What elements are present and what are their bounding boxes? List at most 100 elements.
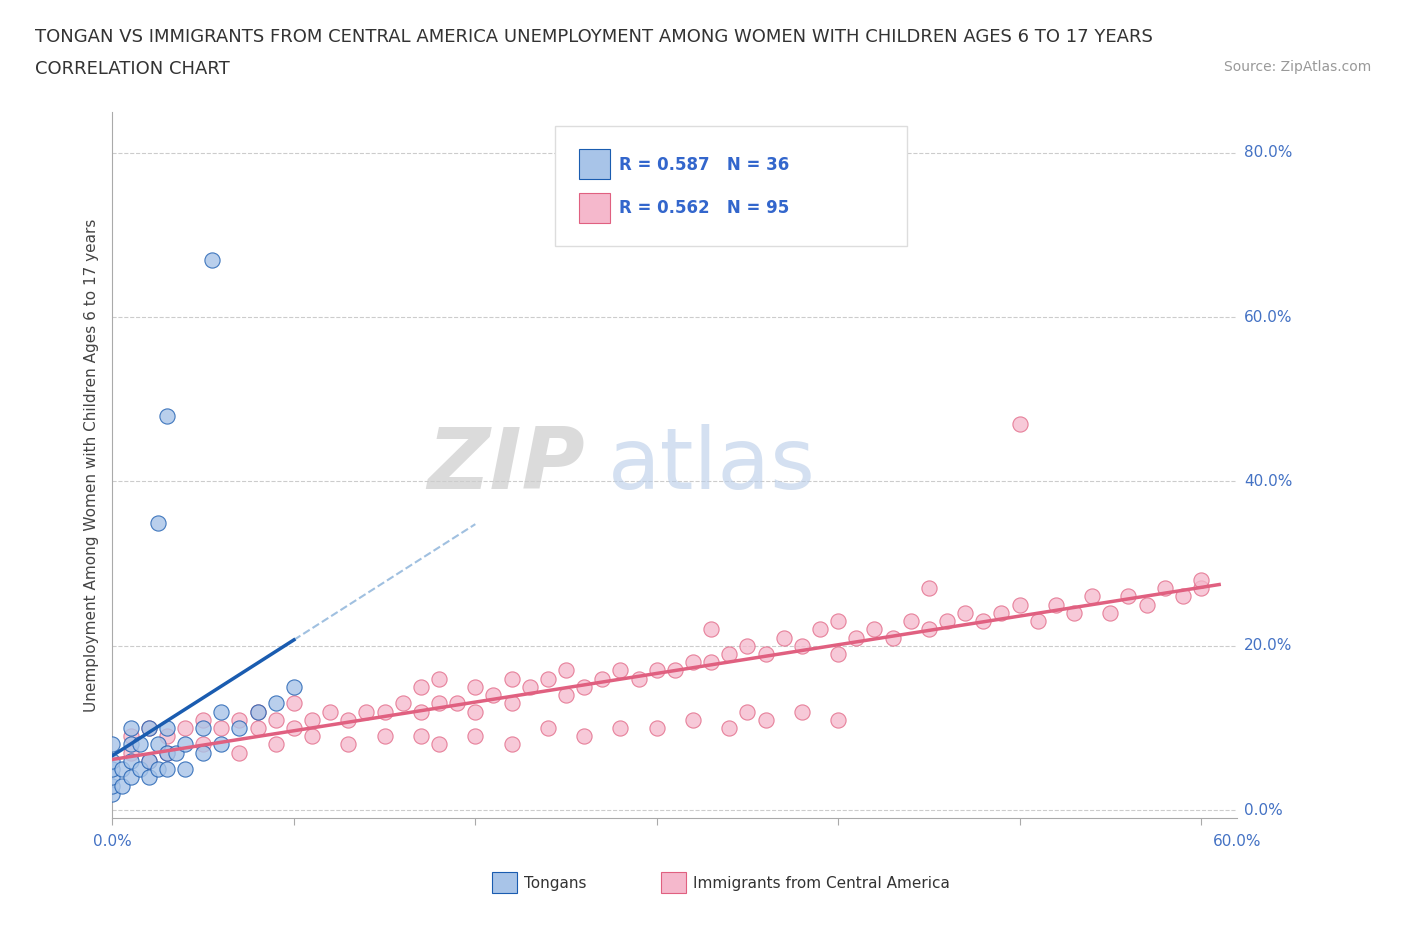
Point xyxy=(718,721,741,736)
Point xyxy=(1008,417,1031,432)
Point xyxy=(156,721,179,736)
Point xyxy=(1153,581,1175,596)
Point xyxy=(138,753,160,768)
Point xyxy=(409,680,432,695)
Point xyxy=(209,737,232,751)
Point xyxy=(120,753,142,768)
Point xyxy=(1189,573,1212,588)
Point xyxy=(409,729,432,744)
Point xyxy=(464,680,486,695)
Text: 60.0%: 60.0% xyxy=(1244,310,1292,325)
Point xyxy=(464,704,486,719)
Point xyxy=(110,762,132,777)
Point xyxy=(953,605,976,620)
Point xyxy=(572,680,595,695)
Point xyxy=(201,252,224,267)
Point xyxy=(101,778,124,793)
Point xyxy=(972,614,994,629)
Point xyxy=(283,680,305,695)
Point xyxy=(627,671,650,686)
Point xyxy=(101,762,124,777)
Point xyxy=(1008,597,1031,612)
Point xyxy=(609,663,631,678)
Point xyxy=(391,696,413,711)
Point xyxy=(1026,614,1049,629)
Point xyxy=(101,786,124,801)
Point xyxy=(209,704,232,719)
Point xyxy=(609,721,631,736)
Point xyxy=(772,631,794,645)
Point xyxy=(156,745,179,760)
Point xyxy=(156,729,179,744)
Point xyxy=(537,671,560,686)
Point xyxy=(193,745,215,760)
Point xyxy=(128,737,150,751)
Point xyxy=(264,737,287,751)
Point xyxy=(264,696,287,711)
Point xyxy=(174,721,197,736)
Point xyxy=(337,737,360,751)
Point xyxy=(283,696,305,711)
Text: 0.0%: 0.0% xyxy=(93,834,132,849)
Point xyxy=(1189,581,1212,596)
Point xyxy=(718,646,741,661)
Point xyxy=(120,745,142,760)
Point xyxy=(374,729,396,744)
Point xyxy=(146,762,169,777)
Point xyxy=(555,663,578,678)
Point xyxy=(737,638,759,653)
Point xyxy=(827,646,849,661)
Point xyxy=(120,770,142,785)
Text: CORRELATION CHART: CORRELATION CHART xyxy=(35,60,231,78)
Point xyxy=(209,721,232,736)
Point xyxy=(1118,589,1140,604)
Y-axis label: Unemployment Among Women with Children Ages 6 to 17 years: Unemployment Among Women with Children A… xyxy=(84,219,100,711)
Point xyxy=(228,745,250,760)
Point xyxy=(110,778,132,793)
Point xyxy=(645,663,668,678)
Text: R = 0.587   N = 36: R = 0.587 N = 36 xyxy=(619,155,789,174)
Point xyxy=(918,581,941,596)
Point xyxy=(918,622,941,637)
Point xyxy=(246,704,269,719)
Point xyxy=(664,663,686,678)
Point xyxy=(120,729,142,744)
Point xyxy=(301,712,323,727)
Point xyxy=(555,687,578,702)
Point xyxy=(174,762,197,777)
Point xyxy=(146,737,169,751)
Point xyxy=(128,762,150,777)
Text: 80.0%: 80.0% xyxy=(1244,145,1292,160)
Point xyxy=(427,671,450,686)
Point xyxy=(682,712,704,727)
Point xyxy=(156,408,179,423)
Point xyxy=(446,696,468,711)
Point xyxy=(319,704,342,719)
Text: R = 0.562   N = 95: R = 0.562 N = 95 xyxy=(619,199,789,218)
Point xyxy=(301,729,323,744)
Point xyxy=(101,753,124,768)
Point xyxy=(337,712,360,727)
Point xyxy=(1063,605,1085,620)
Point xyxy=(1171,589,1194,604)
Point xyxy=(264,712,287,727)
Point xyxy=(990,605,1012,620)
Point xyxy=(808,622,831,637)
Point xyxy=(1135,597,1157,612)
Point xyxy=(882,631,904,645)
Point xyxy=(755,646,778,661)
Point xyxy=(193,737,215,751)
Point xyxy=(464,729,486,744)
Point xyxy=(827,614,849,629)
Point xyxy=(193,721,215,736)
Point xyxy=(645,721,668,736)
Point xyxy=(1081,589,1104,604)
Point xyxy=(246,704,269,719)
Text: Source: ZipAtlas.com: Source: ZipAtlas.com xyxy=(1223,60,1371,74)
Point xyxy=(936,614,959,629)
Point xyxy=(138,721,160,736)
Point xyxy=(374,704,396,719)
Point xyxy=(356,704,378,719)
Point xyxy=(156,762,179,777)
Point xyxy=(1045,597,1067,612)
